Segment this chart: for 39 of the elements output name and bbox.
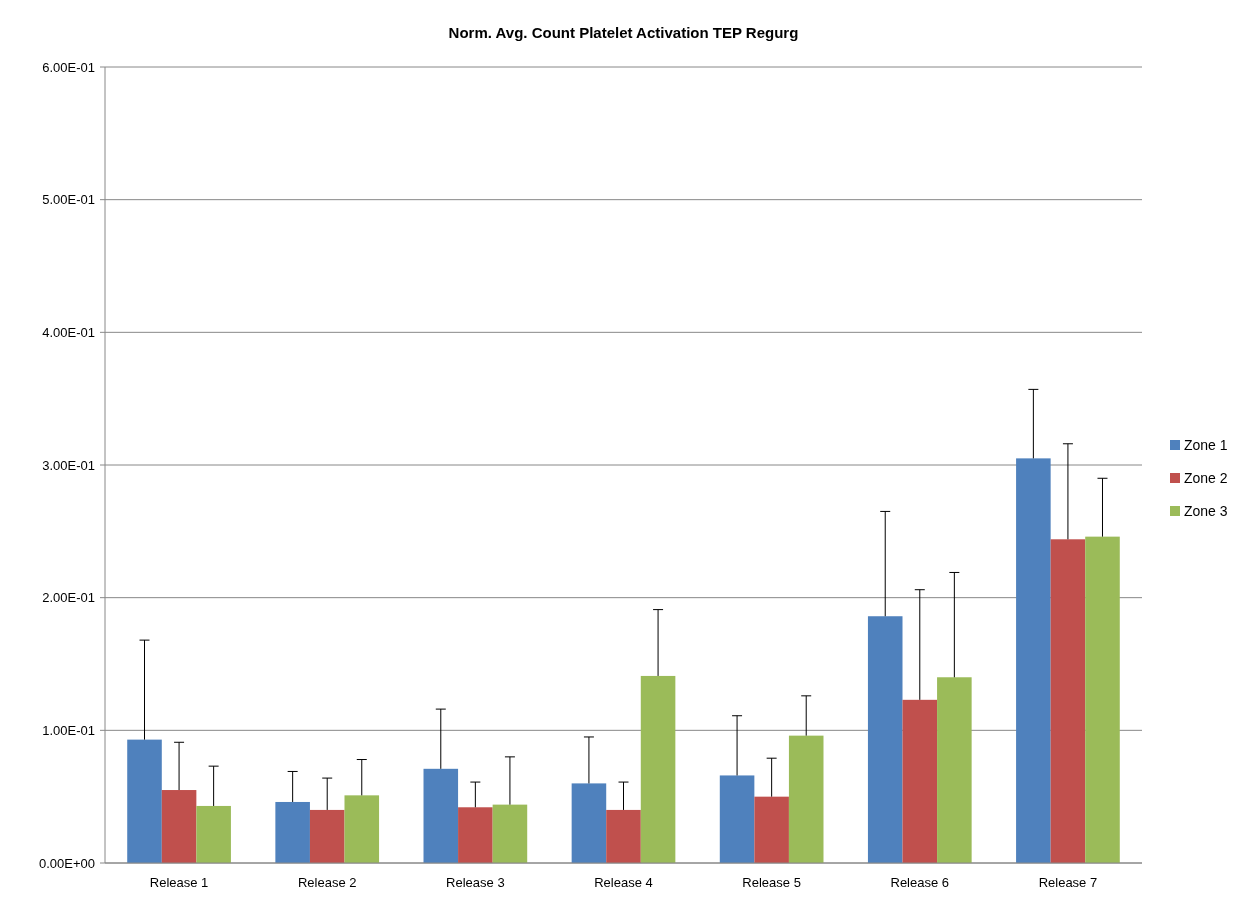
bar [788, 735, 824, 863]
bar [606, 809, 641, 863]
x-tick-label: Release 6 [890, 875, 950, 890]
bar [1050, 539, 1086, 863]
bar [867, 616, 903, 863]
legend-label: Zone 2 [1184, 469, 1228, 486]
y-tick-label: 0.00E+00 [38, 855, 95, 871]
bar [492, 804, 528, 863]
x-tick-label: Release 2 [297, 875, 357, 890]
y-tick-label: 2.00E-01 [42, 590, 95, 606]
bar [1085, 536, 1120, 863]
bar [571, 783, 607, 863]
bar [719, 775, 755, 863]
bar [275, 801, 310, 863]
y-tick-label: 5.00E-01 [42, 192, 95, 208]
legend-label: Zone 1 [1184, 436, 1228, 453]
bar [309, 809, 345, 863]
x-tick-label: Release 7 [1038, 875, 1098, 890]
y-tick-label: 6.00E-01 [42, 59, 95, 75]
bar [127, 739, 162, 863]
bar [344, 795, 380, 863]
x-tick-label: Release 1 [149, 875, 209, 890]
bar [902, 699, 938, 863]
y-tick-label: 3.00E-01 [42, 457, 95, 473]
x-tick-label: Release 5 [742, 875, 801, 890]
bar [640, 675, 676, 863]
bar [423, 768, 459, 863]
chart-title: Norm. Avg. Count Platelet Activation TEP Regurg [448, 24, 799, 41]
x-tick-label: Release 3 [446, 875, 505, 890]
bar [161, 790, 197, 863]
bar [937, 677, 972, 863]
bar [1016, 458, 1051, 863]
bar [458, 807, 493, 863]
x-tick-label: Release 4 [594, 875, 653, 890]
bar [754, 796, 789, 863]
y-tick-label: 1.00E-01 [42, 722, 95, 738]
legend-label: Zone 3 [1184, 502, 1228, 519]
y-tick-label: 4.00E-01 [42, 324, 95, 340]
bar [196, 805, 231, 863]
